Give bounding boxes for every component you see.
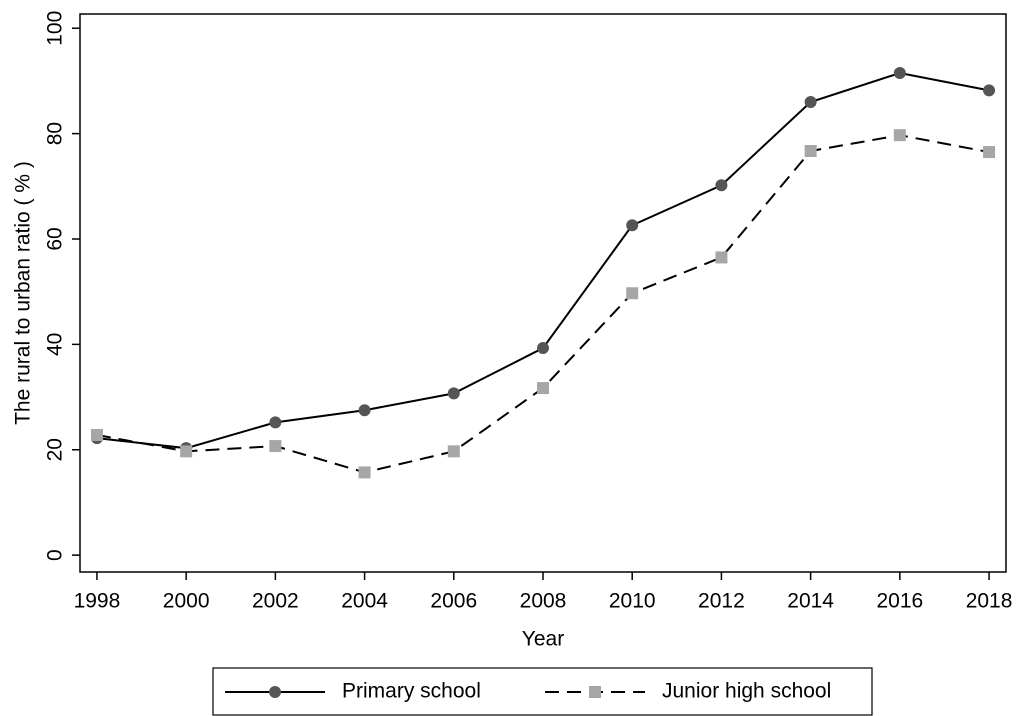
y-tick-label: 100 [44, 11, 67, 46]
series-line [96, 134, 990, 474]
legend-label: Junior high school [662, 680, 831, 703]
y-tick-label: 60 [44, 227, 67, 250]
data-point [537, 342, 549, 355]
data-point [269, 416, 282, 429]
data-point [90, 429, 103, 442]
data-point [447, 387, 460, 400]
data-point [358, 404, 371, 417]
y-tick-label: 40 [44, 333, 67, 356]
y-axis-title: The rural to urban ratio ( % ) [12, 161, 35, 425]
y-tick-label: 80 [44, 122, 67, 145]
data-point [804, 144, 817, 157]
x-tick-label: 2016 [876, 590, 923, 613]
x-tick-label: 2018 [966, 590, 1013, 613]
x-tick-label: 2002 [252, 590, 299, 613]
data-point [537, 382, 549, 395]
data-point [269, 440, 282, 453]
data-point [804, 95, 817, 108]
x-axis-title: Year [522, 628, 564, 651]
x-tick-label: 2014 [787, 590, 834, 613]
legend-box [212, 667, 873, 716]
data-point [447, 445, 460, 458]
data-point [358, 466, 371, 479]
data-point [626, 219, 639, 232]
data-point [715, 179, 728, 192]
x-tick-label: 1998 [74, 590, 121, 613]
data-point [983, 146, 996, 159]
plot-frame [79, 13, 1007, 573]
data-point [893, 67, 906, 80]
legend-label: Primary school [342, 680, 481, 703]
x-tick-label: 2012 [698, 590, 745, 613]
data-point [180, 445, 193, 458]
x-tick-label: 2008 [520, 590, 567, 613]
x-tick-label: 2010 [609, 590, 656, 613]
data-point [893, 129, 906, 142]
data-point [983, 84, 996, 97]
x-tick-label: 2000 [163, 590, 210, 613]
x-tick-label: 2006 [430, 590, 477, 613]
data-point [626, 287, 639, 300]
legend-marker [269, 686, 281, 698]
data-point [715, 251, 728, 264]
x-tick-label: 2004 [341, 590, 388, 613]
y-tick-label: 20 [44, 438, 67, 461]
y-tick-label: 0 [44, 549, 67, 561]
legend-marker [589, 686, 601, 698]
